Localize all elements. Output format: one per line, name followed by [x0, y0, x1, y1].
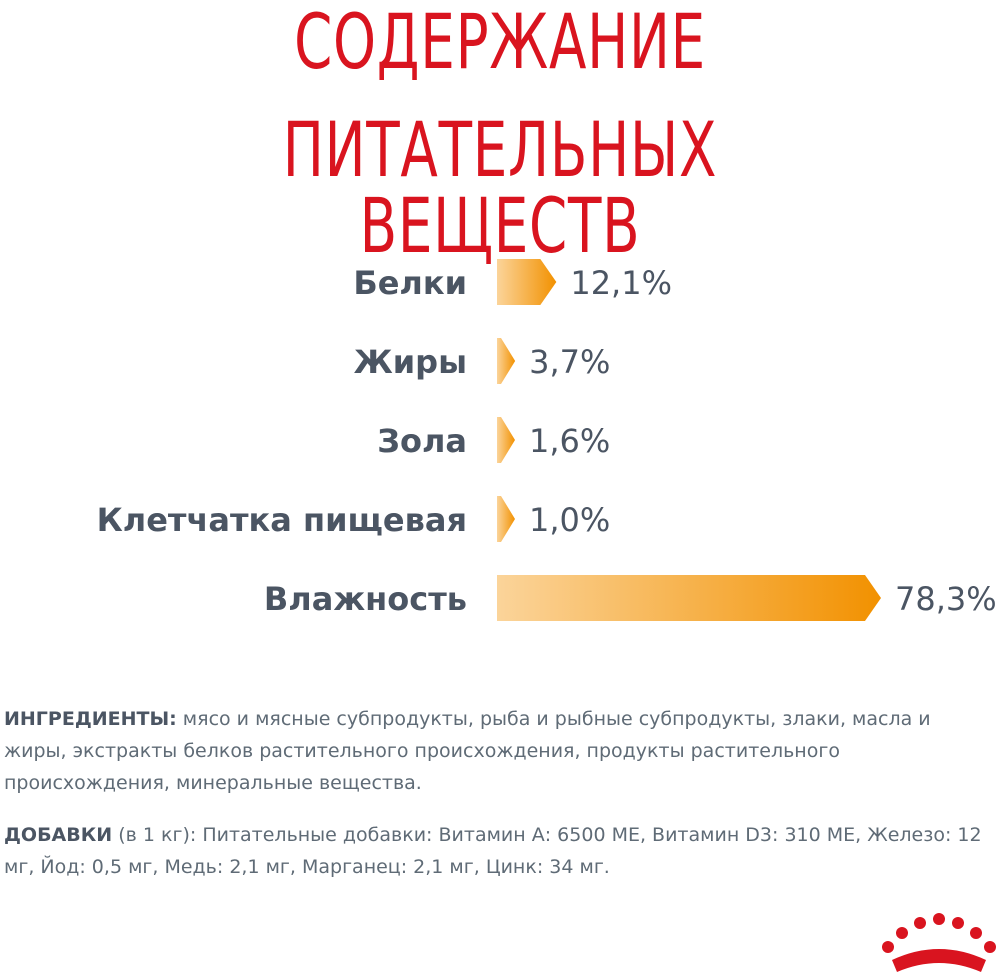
title-line-1: СОДЕРЖАНИЕ: [294, 0, 706, 86]
bar-0: [497, 259, 557, 305]
category-label-1: Жиры: [354, 343, 467, 381]
nutrient-bar-chart: Белки 12,1% Жиры 3,7% Зола 1,6% Клетчатка пище…: [97, 259, 997, 621]
category-label-2: Зола: [377, 422, 467, 460]
crown-logo: [882, 913, 996, 972]
value-label-1: 3,7%: [529, 343, 610, 381]
bar-3: [497, 496, 515, 542]
bar-1: [497, 338, 516, 384]
value-label-0: 12,1%: [570, 264, 672, 302]
value-label-3: 1,0%: [529, 501, 610, 539]
category-label-0: Белки: [353, 264, 467, 302]
ingredients-paragraph: ИНГРЕДИЕНТЫ: мясо и мясные субпродукты, …: [4, 703, 994, 799]
bar-2: [497, 417, 515, 463]
additives-text: (в 1 кг): Питательные добавки: Витамин А…: [4, 824, 982, 878]
value-label-4: 78,3%: [895, 580, 997, 618]
ingredients-text: мясо и мясные субпродукты, рыба и рыбные…: [4, 708, 931, 794]
title-line-2: ПИТАТЕЛЬНЫХ ВЕЩЕСТВ: [282, 105, 718, 270]
value-label-2: 1,6%: [529, 422, 610, 460]
category-label-4: Влажность: [264, 580, 467, 618]
bar-4: [497, 575, 881, 621]
category-label-3: Клетчатка пищевая: [97, 501, 467, 539]
additives-label: ДОБАВКИ: [4, 824, 113, 846]
ingredients-label: ИНГРЕДИЕНТЫ:: [4, 708, 177, 730]
additives-paragraph: ДОБАВКИ (в 1 кг): Питательные добавки: В…: [4, 819, 994, 883]
